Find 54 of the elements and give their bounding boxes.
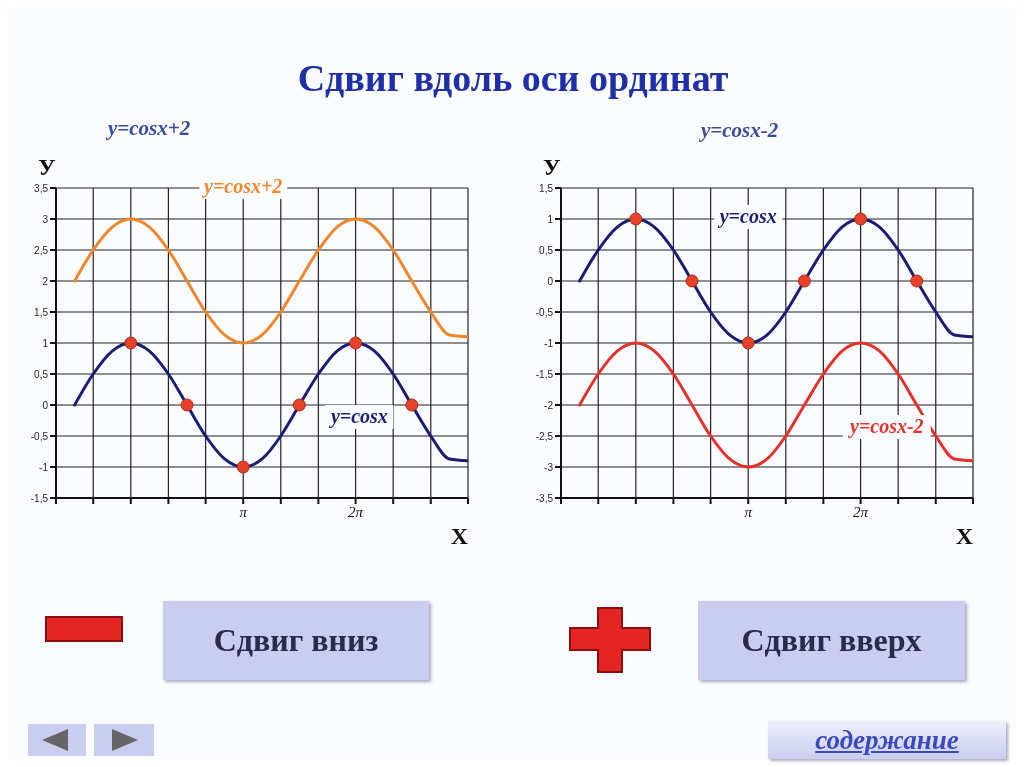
y-tick-label: 1,5 <box>34 306 49 318</box>
x-axis-title: X <box>450 523 469 549</box>
x-tick-label: 2π <box>853 503 869 520</box>
line-series <box>73 217 468 345</box>
y-tick-label: 3,5 <box>34 182 49 194</box>
x-tick-label: π <box>239 503 248 520</box>
point <box>797 274 811 288</box>
y-tick-label: 1,5 <box>539 182 554 194</box>
series-label: y=cosx-2 <box>848 415 924 438</box>
y-tick-label: -1 <box>39 461 49 473</box>
chart-title: y=cosx-2 <box>701 118 779 143</box>
y-tick-label: -2 <box>544 399 554 411</box>
y-tick-label: 0 <box>42 399 49 411</box>
y-tick-label: 3 <box>42 213 49 225</box>
point <box>292 398 306 412</box>
point <box>685 274 699 288</box>
y-tick-label: 0,5 <box>539 244 554 256</box>
text: y=cosx <box>717 205 777 228</box>
chart-subtitle: y=cosx+2 <box>108 116 191 141</box>
text: содержание <box>768 721 1006 759</box>
y-tick-label: -1 <box>544 337 554 349</box>
y-tick-label: -2,5 <box>535 430 554 442</box>
y-tick-label: 0,5 <box>34 368 49 380</box>
text: Сдвиг вверх <box>698 601 965 680</box>
x-axis-title: X <box>955 523 974 549</box>
x-tick-label: 2π <box>348 503 364 520</box>
point <box>629 212 643 226</box>
y-tick-label: -3 <box>544 461 554 473</box>
y-tick-label: -1,5 <box>535 368 554 380</box>
text: y=cosx+2 <box>202 175 283 198</box>
point <box>910 274 924 288</box>
y-tick-label: 1 <box>547 213 554 225</box>
point <box>236 460 250 474</box>
y-axis-title: У <box>543 154 561 181</box>
y-axis-title: У <box>38 154 56 181</box>
y-tick-label: -1,5 <box>30 492 49 504</box>
y-tick-label: -3,5 <box>535 492 554 504</box>
text: Сдвиг вниз <box>163 601 429 680</box>
y-tick-label: 0 <box>547 275 554 287</box>
series-label: y=cosx <box>328 405 388 428</box>
point <box>180 398 194 412</box>
point <box>124 336 138 350</box>
x-tick-label: π <box>744 503 753 520</box>
y-tick-label: 2 <box>42 275 49 287</box>
y-tick-label: -0,5 <box>30 430 49 442</box>
point <box>349 336 363 350</box>
chart-title: Сдвиг вдоль оси ординат <box>296 56 730 100</box>
line-series <box>578 341 973 469</box>
y-tick-label: 1 <box>42 337 49 349</box>
point <box>854 212 868 226</box>
point <box>741 336 755 350</box>
y-tick-label: 2,5 <box>34 244 49 256</box>
y-tick-label: -0,5 <box>535 306 554 318</box>
point <box>405 398 419 412</box>
